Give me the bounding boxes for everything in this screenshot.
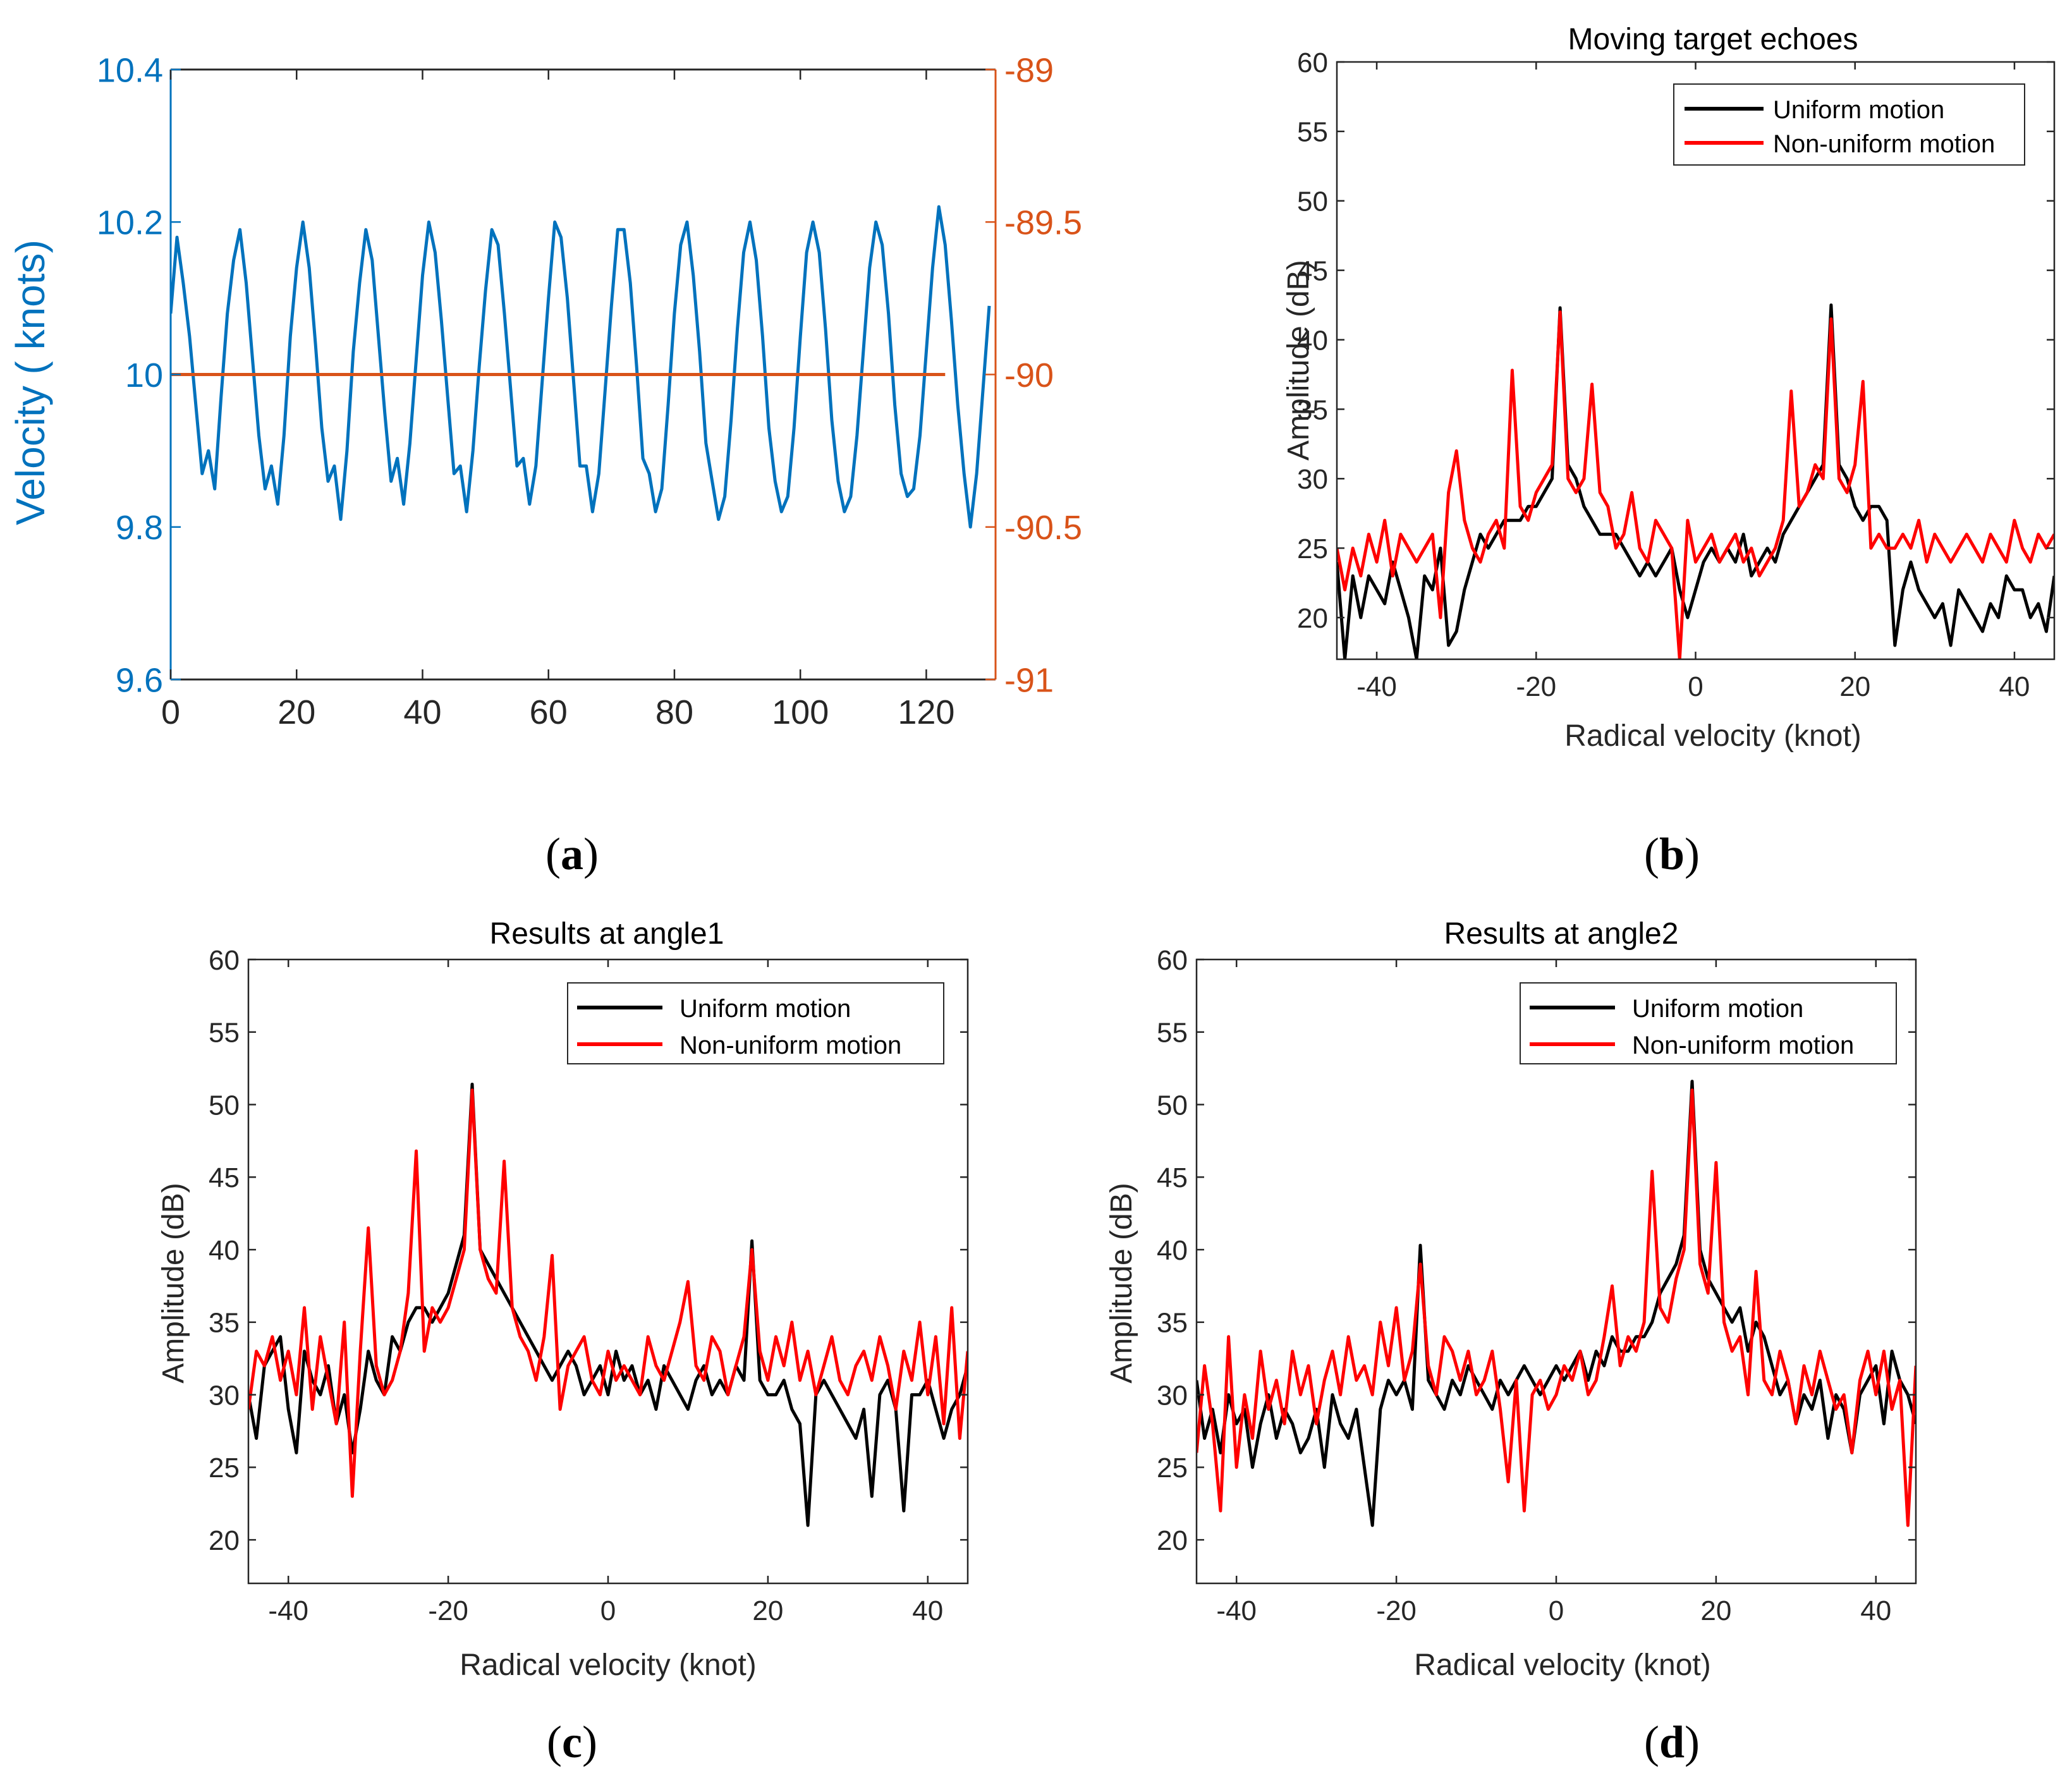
chart-c-series-uniform-motion <box>248 1082 968 1527</box>
chart-b-xtick-label: 0 <box>1688 671 1703 702</box>
chart-b-ytick-label: 20 <box>1297 603 1328 634</box>
chart-a-ytick-right-label: -89.5 <box>1004 204 1082 242</box>
chart-d-legend-box <box>1520 982 1897 1064</box>
chart-d-xtick-label: -20 <box>1376 1595 1417 1626</box>
chart-b-ytick-label: 30 <box>1297 464 1328 495</box>
chart-c-ytick-label: 40 <box>209 1235 240 1266</box>
chart-a-series-left-0 <box>171 205 991 529</box>
chart-b-ytick-label: 40 <box>1297 325 1328 356</box>
chart-b-xlabel: Radical velocity (knot) <box>1564 719 1862 753</box>
chart-c-xtick-label: 40 <box>912 1595 943 1626</box>
chart-d-ytick-label: 45 <box>1157 1162 1188 1193</box>
chart-a-xtick-label: 20 <box>277 693 315 731</box>
chart-c-title: Results at angle1 <box>490 917 724 951</box>
chart-c-legend: Uniform motion Non-uniform motion <box>567 982 944 1064</box>
chart-c-xtick-label: 0 <box>600 1595 616 1626</box>
chart-a-ytick-label: 10 <box>125 356 163 394</box>
panel-label-b: (b) <box>1644 829 1700 879</box>
chart-b-series-uniform-motion <box>1337 303 2054 659</box>
chart-c-ytick-label: 30 <box>209 1380 240 1411</box>
chart-c-xtick-label: -20 <box>428 1595 468 1626</box>
chart-a-ytick-right-label: -90.5 <box>1004 509 1082 547</box>
chart-c-xlabel: Radical velocity (knot) <box>460 1648 757 1682</box>
chart-b-title: Moving target echoes <box>1568 23 1858 56</box>
chart-d-xtick-label: -40 <box>1216 1595 1257 1626</box>
chart-c-ytick-label: 45 <box>209 1162 240 1193</box>
chart-c-legend-label-nonuniform: Non-uniform motion <box>679 1032 901 1059</box>
chart-c-ytick-label: 60 <box>209 945 240 976</box>
chart-d-legend-label-uniform: Uniform motion <box>1632 995 1803 1023</box>
chart-a-xtick-label: 60 <box>530 693 568 731</box>
chart-d-ytick-label: 60 <box>1157 945 1188 976</box>
chart-b: Moving target echoes Radical velocity (k… <box>1282 23 2056 753</box>
chart-b-xtick-label: -40 <box>1356 671 1397 702</box>
chart-d-xlabel: Radical velocity (knot) <box>1414 1648 1711 1682</box>
panel-label-a: (a) <box>545 829 599 879</box>
chart-c-xtick-label: 20 <box>752 1595 783 1626</box>
chart-d-xtick-label: 40 <box>1860 1595 1891 1626</box>
chart-d-ytick-label: 55 <box>1157 1018 1188 1049</box>
chart-d-ytick-label: 20 <box>1157 1525 1188 1556</box>
chart-b-ytick-label: 45 <box>1297 255 1328 286</box>
chart-a-xtick-label: 100 <box>772 693 829 731</box>
chart-c: Results at angle1 Radical velocity (knot… <box>157 917 969 1682</box>
chart-b-xtick-label: -20 <box>1516 671 1556 702</box>
chart-a: Velocity ( knots) 0 20 40 60 80 100 120 9.6 9.8 1… <box>8 51 1082 731</box>
chart-d-legend-label-nonuniform: Non-uniform motion <box>1632 1032 1854 1059</box>
chart-a-ytick-right-label: -91 <box>1004 661 1054 699</box>
chart-d-ylabel: Amplitude (dB) <box>1105 1183 1138 1383</box>
chart-a-xtick-label: 0 <box>161 693 180 731</box>
chart-c-series-non-uniform-motion <box>248 1088 968 1498</box>
chart-b-series-non-uniform-motion <box>1337 310 2054 659</box>
chart-a-ytick-label: 10.2 <box>97 204 163 242</box>
chart-a-ytick-right-label: -90 <box>1004 356 1054 394</box>
chart-d-ytick-label: 30 <box>1157 1380 1188 1411</box>
chart-c-legend-box <box>567 982 944 1064</box>
panel-label-c: (c) <box>547 1717 597 1767</box>
chart-a-ytick-label: 10.4 <box>97 51 163 89</box>
chart-c-ytick-label: 55 <box>209 1018 240 1049</box>
chart-a-ylabel: Velocity ( knots) <box>8 240 53 525</box>
chart-b-legend-label-nonuniform: Non-uniform motion <box>1773 130 1995 158</box>
chart-d-series-non-uniform-motion <box>1197 1088 1916 1527</box>
chart-c-ytick-label: 25 <box>209 1453 240 1483</box>
chart-b-xtick-label: 40 <box>1999 671 2030 702</box>
chart-b-legend-label-uniform: Uniform motion <box>1773 96 1944 124</box>
chart-d-series-uniform-motion <box>1197 1080 1916 1527</box>
chart-c-ytick-label: 50 <box>209 1090 240 1121</box>
chart-a-xtick-label: 120 <box>898 693 954 731</box>
chart-b-ytick-label: 55 <box>1297 117 1328 148</box>
chart-d-legend: Uniform motion Non-uniform motion <box>1520 982 1897 1064</box>
chart-d-ytick-label: 50 <box>1157 1090 1188 1121</box>
chart-d-ytick-label: 25 <box>1157 1453 1188 1483</box>
chart-b-legend: Uniform motion Non-uniform motion <box>1673 83 2025 166</box>
chart-d-ytick-label: 40 <box>1157 1235 1188 1266</box>
chart-c-ytick-label: 20 <box>209 1525 240 1556</box>
chart-a-ytick-label: 9.6 <box>116 661 163 699</box>
chart-b-xtick-label: 20 <box>1839 671 1870 702</box>
chart-d-xtick-label: 0 <box>1549 1595 1564 1626</box>
chart-d-ytick-label: 35 <box>1157 1308 1188 1339</box>
chart-a-ytick-label: 9.8 <box>116 509 163 547</box>
chart-d-xtick-label: 20 <box>1700 1595 1731 1626</box>
chart-a-ytick-right-label: -89 <box>1004 51 1054 89</box>
chart-c-ylabel: Amplitude (dB) <box>157 1183 190 1383</box>
chart-d-title: Results at angle2 <box>1444 917 1679 951</box>
chart-c-xtick-label: -40 <box>268 1595 308 1626</box>
chart-b-ytick-label: 35 <box>1297 394 1328 425</box>
chart-b-ylabel: Amplitude (dB) <box>1282 260 1315 460</box>
chart-b-ytick-label: 25 <box>1297 533 1328 564</box>
chart-b-ytick-label: 60 <box>1297 47 1328 78</box>
chart-c-ytick-label: 35 <box>209 1308 240 1339</box>
chart-d: Results at angle2 Radical velocity (knot… <box>1105 917 1917 1682</box>
chart-b-legend-box <box>1673 83 2025 166</box>
chart-a-xtick-label: 40 <box>403 693 441 731</box>
chart-c-legend-label-uniform: Uniform motion <box>679 995 851 1023</box>
chart-a-xtick-label: 80 <box>655 693 693 731</box>
chart-b-ytick-label: 50 <box>1297 186 1328 217</box>
panel-label-d: (d) <box>1644 1717 1700 1767</box>
